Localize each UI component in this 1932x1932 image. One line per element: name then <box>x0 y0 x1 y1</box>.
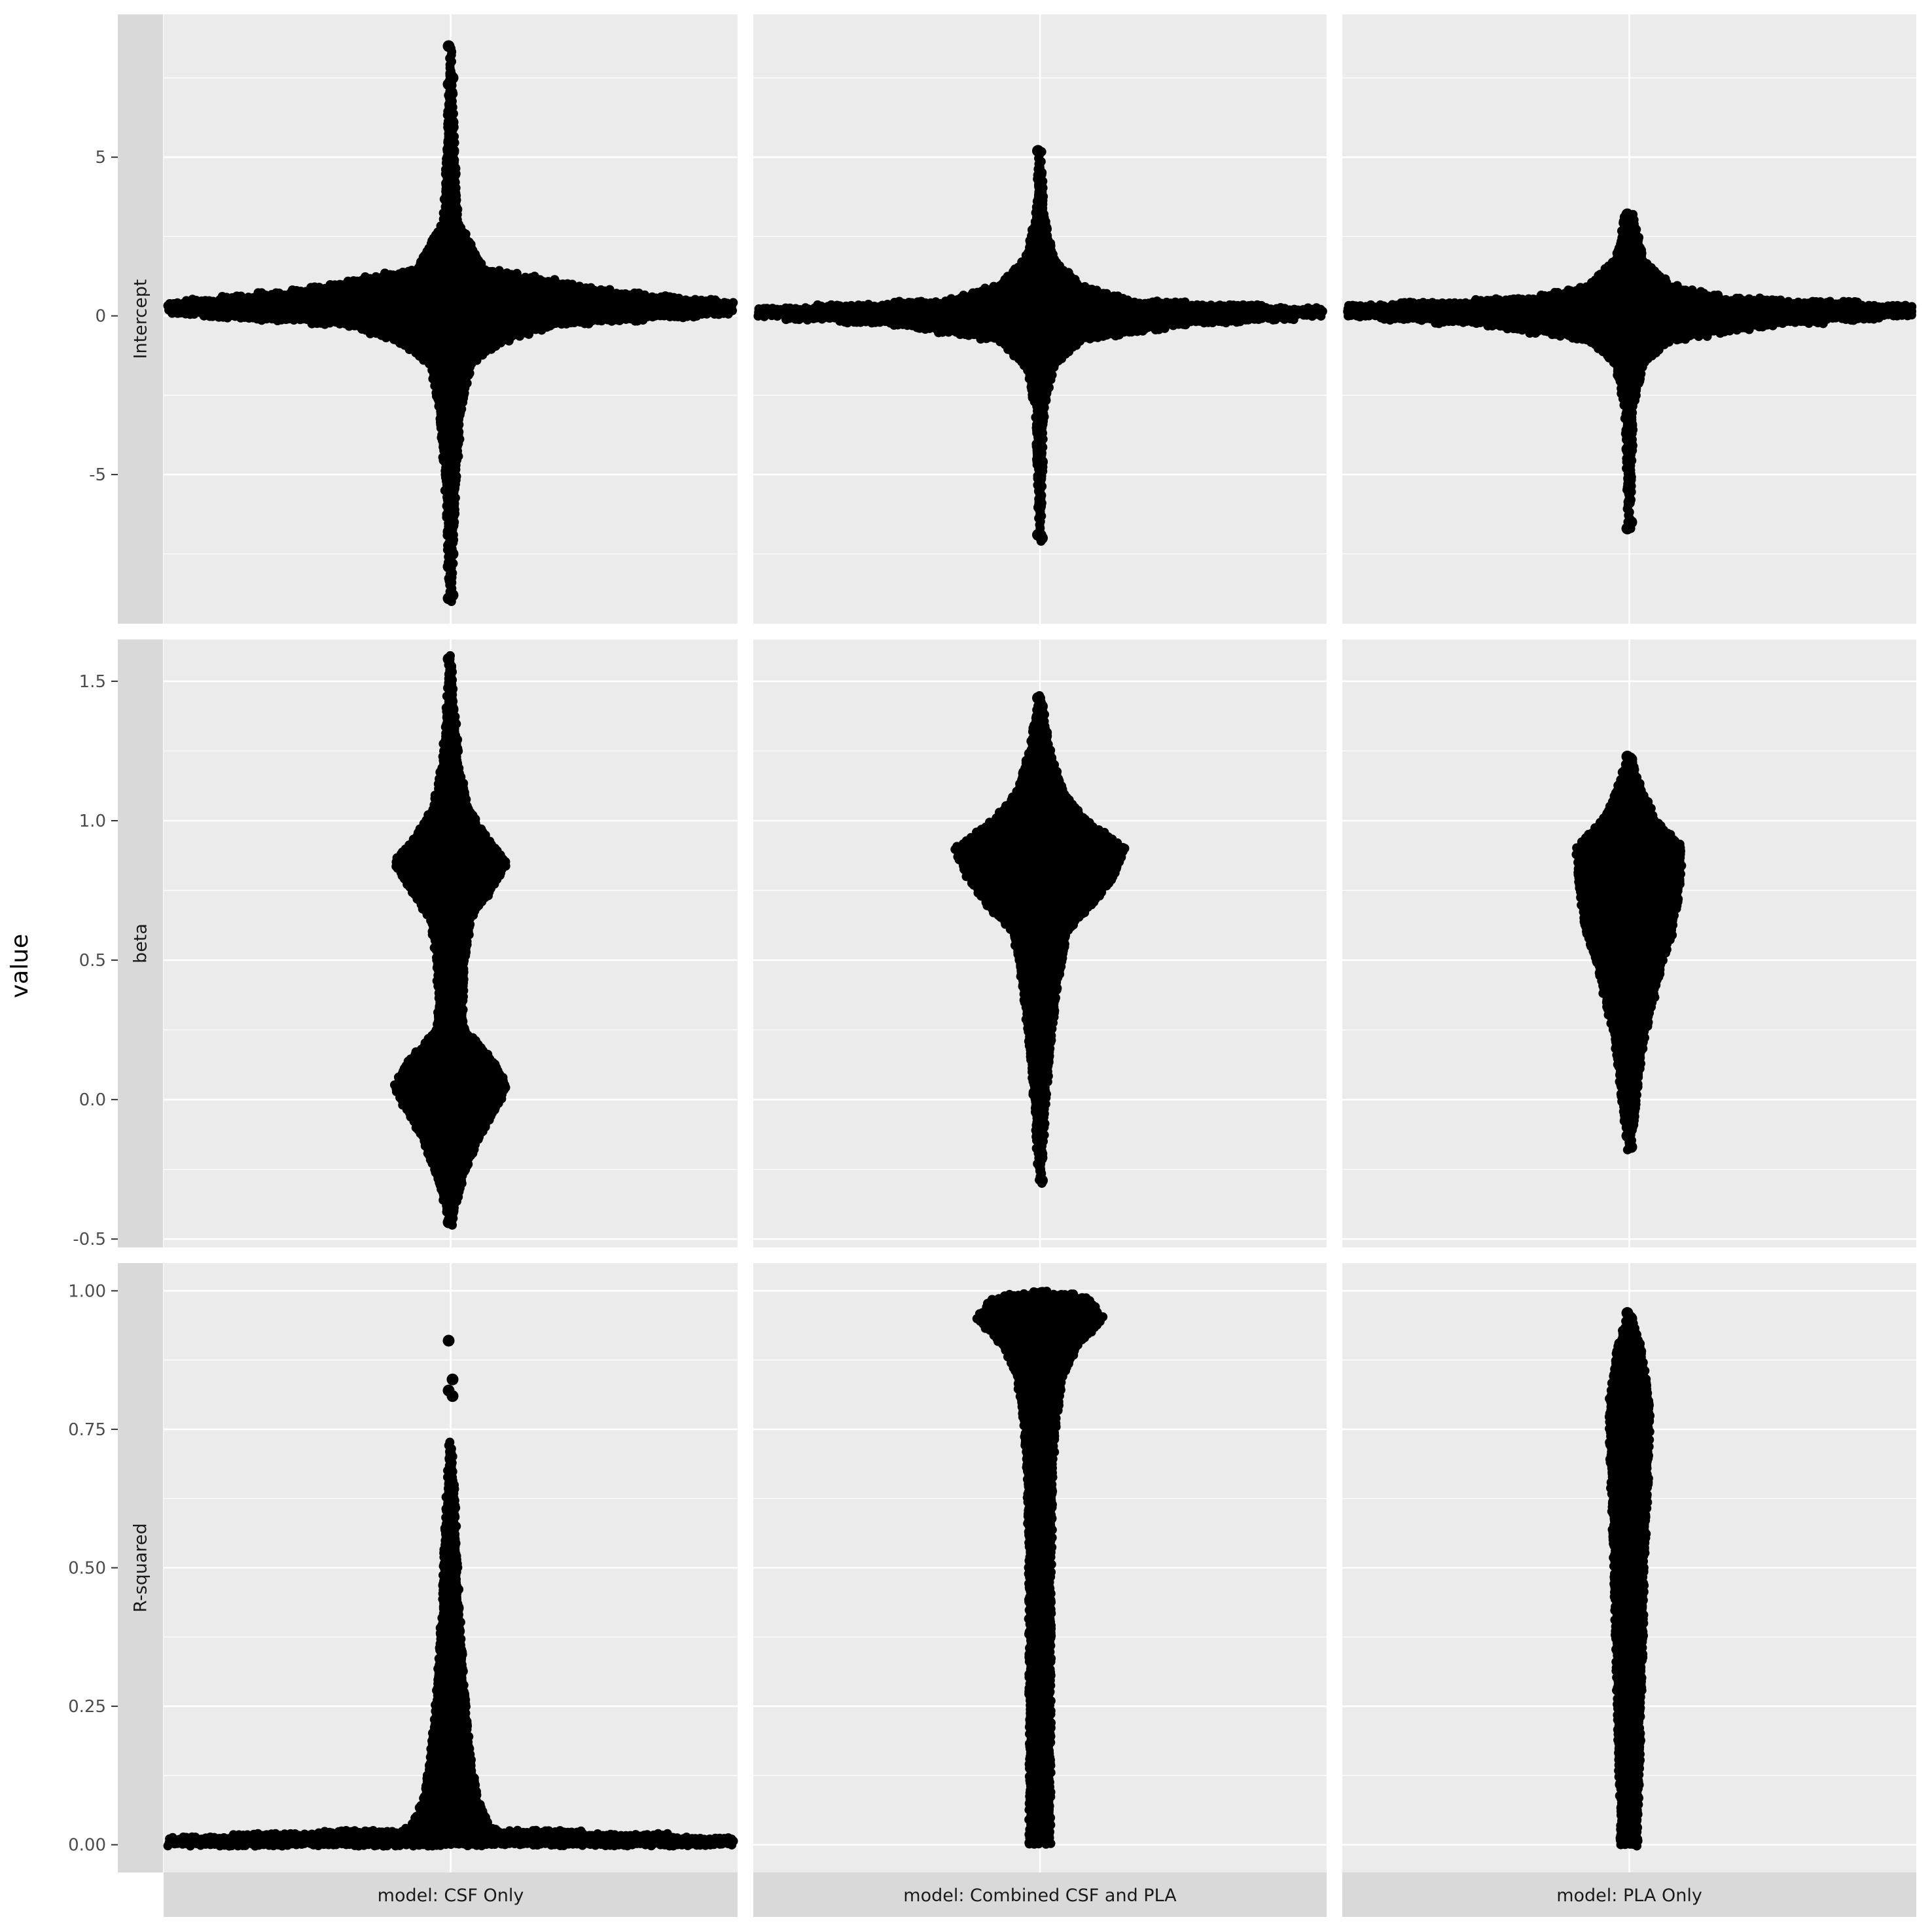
data-point <box>728 298 738 308</box>
y-axis-title: value <box>7 934 33 998</box>
data-point <box>710 295 720 305</box>
data-point <box>550 275 560 285</box>
panel <box>753 14 1327 624</box>
y-tick-label: 1.0 <box>79 812 106 831</box>
outlier-point <box>1032 376 1044 389</box>
outlier-point <box>1036 532 1048 545</box>
y-tick-label: 0.0 <box>79 1090 106 1110</box>
column-strip-label: model: CSF Only <box>378 1886 524 1906</box>
outlier-point <box>442 560 455 573</box>
data-point <box>529 272 539 281</box>
y-tick-label: 0 <box>95 307 106 327</box>
outlier-point <box>442 145 455 157</box>
data-point <box>1080 281 1090 291</box>
column-strip <box>164 1872 738 1917</box>
row-strip-label: Intercept <box>131 279 151 359</box>
row-strip <box>118 639 163 1247</box>
outlier-point <box>1032 424 1044 437</box>
outlier-point <box>442 78 455 90</box>
row-strip <box>118 1263 163 1872</box>
outlier-point <box>446 116 459 128</box>
data-point <box>1122 295 1132 305</box>
data-point <box>1101 289 1111 298</box>
data-point <box>1113 291 1123 301</box>
y-tick-label: 5 <box>95 148 106 168</box>
y-tick-label: 0.50 <box>68 1559 106 1579</box>
y-tick-label: 1.00 <box>68 1281 106 1301</box>
y-tick-label: 0.25 <box>68 1697 106 1717</box>
outlier-point <box>442 205 455 217</box>
data-point <box>1180 297 1190 307</box>
outlier-point <box>1032 211 1044 224</box>
outlier-point <box>442 526 455 538</box>
column-strip <box>753 1872 1327 1917</box>
data-point <box>1257 300 1266 310</box>
y-tick-label: 1.5 <box>79 672 106 692</box>
data-point <box>640 290 650 300</box>
y-tick-label: 0.5 <box>79 951 106 971</box>
outlier-point <box>446 157 459 170</box>
data-point <box>605 285 615 295</box>
row-strip-label: beta <box>131 923 151 963</box>
data-point <box>494 266 504 276</box>
column-strip <box>1342 1872 1916 1917</box>
outlier-point <box>1036 230 1048 243</box>
outlier-point <box>446 179 459 192</box>
data-point <box>1092 285 1101 295</box>
outlier-point <box>442 40 455 52</box>
column-strip-label: model: Combined CSF and PLA <box>903 1886 1177 1906</box>
data-point <box>586 283 596 293</box>
y-tick-label: 0.00 <box>68 1836 106 1855</box>
row-strip-label: R-squared <box>131 1523 151 1613</box>
outlier-point <box>1036 456 1048 468</box>
panel <box>1342 14 1917 624</box>
y-tick-label: -5 <box>89 465 106 485</box>
y-tick-label: 0.75 <box>68 1420 106 1440</box>
data-point <box>567 279 577 289</box>
outlier-point <box>1032 145 1044 157</box>
data-point <box>1315 304 1325 314</box>
y-tick-label: -0.5 <box>73 1230 106 1249</box>
outlier-point <box>442 592 455 605</box>
outlier-point <box>446 548 459 560</box>
data-point <box>512 268 522 278</box>
column-strip-label: model: PLA Only <box>1556 1886 1702 1906</box>
data-point <box>674 293 684 303</box>
row-strip <box>118 14 163 624</box>
panel <box>163 14 738 624</box>
